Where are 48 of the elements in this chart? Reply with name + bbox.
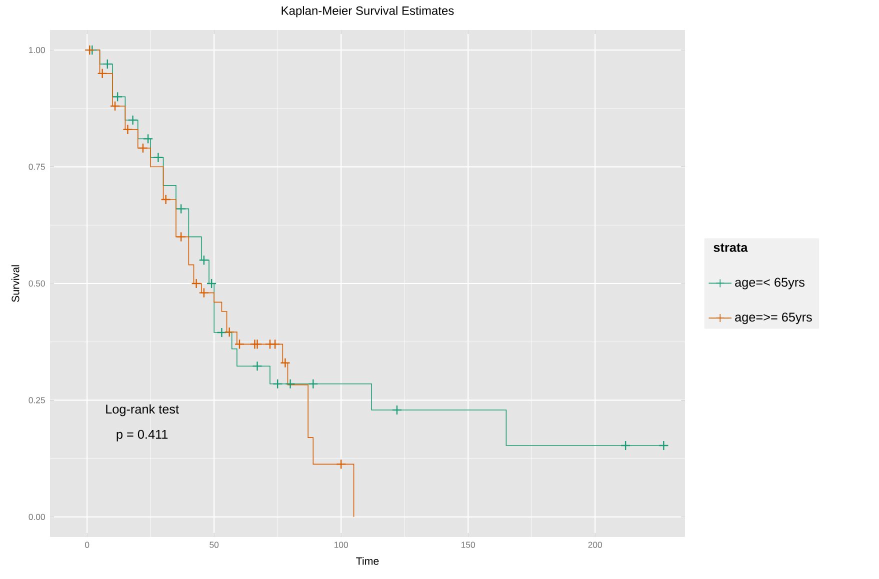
annotation: p = 0.411 — [116, 430, 168, 442]
point — [252, 361, 262, 372]
annotation: Log-rank test — [106, 404, 179, 416]
y-tick-label: 1.00 — [29, 47, 45, 54]
point — [122, 124, 133, 135]
point — [392, 404, 402, 416]
x-tick-label: 0 — [85, 542, 90, 548]
legend-title: strata — [714, 244, 748, 252]
point — [206, 278, 217, 289]
y-tick-label: 0.50 — [28, 280, 45, 287]
point — [198, 288, 210, 298]
chart-title: Kaplan-Meier Survival Estimates — [282, 6, 454, 18]
point — [216, 327, 227, 338]
legend-label: age=< 65yrs — [735, 278, 804, 290]
point — [191, 278, 202, 289]
point — [138, 142, 148, 154]
y-axis-title: Survival — [11, 265, 20, 302]
point — [224, 326, 234, 338]
point — [176, 232, 186, 242]
legend-label: age=>= 65yrs — [735, 312, 812, 324]
y-tick-label: 0.75 — [28, 164, 45, 170]
x-tick-label: 200 — [588, 542, 602, 548]
point — [620, 440, 631, 451]
x-tick-label: 100 — [334, 542, 348, 548]
point — [97, 68, 108, 79]
point — [234, 339, 245, 350]
point — [112, 92, 123, 102]
point — [142, 134, 154, 144]
y-tick-label: 0.25 — [28, 397, 45, 404]
point — [336, 459, 346, 470]
point — [110, 100, 120, 112]
x-tick-label: 50 — [210, 542, 219, 548]
point — [128, 114, 138, 126]
point — [308, 378, 318, 390]
point — [252, 339, 262, 350]
point — [176, 204, 186, 214]
point — [270, 339, 280, 350]
point — [285, 378, 296, 390]
point — [272, 378, 283, 390]
x-tick-label: 150 — [462, 542, 475, 548]
x-axis-title: Time — [356, 556, 379, 565]
point — [160, 194, 171, 205]
y-tick-label: 0.00 — [28, 514, 45, 520]
point — [658, 440, 669, 451]
point — [198, 255, 210, 266]
point — [153, 152, 164, 163]
point — [102, 58, 113, 70]
point — [280, 358, 290, 368]
